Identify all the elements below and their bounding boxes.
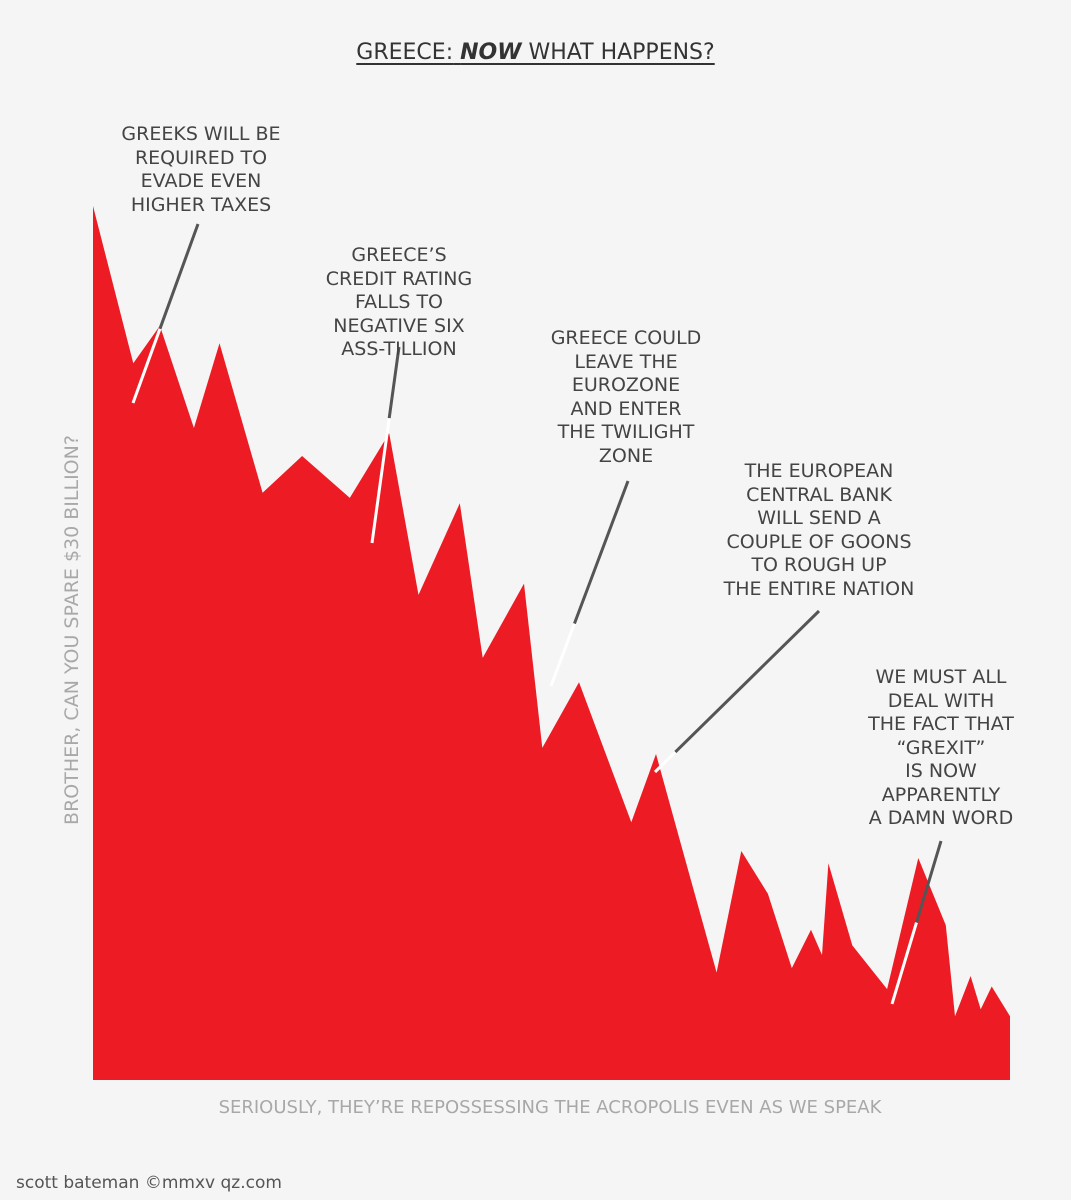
annotation-pointer-inner xyxy=(131,328,162,404)
title-prefix: GREECE: xyxy=(356,40,454,65)
title-emphasis: NOW xyxy=(460,40,522,65)
annotation-ecb: THE EUROPEAN CENTRAL BANK WILL SEND A CO… xyxy=(723,460,915,600)
title-suffix: WHAT HAPPENS? xyxy=(528,40,715,65)
credit-line: scott bateman ©mmxv qz.com xyxy=(16,1173,282,1193)
area-series xyxy=(93,206,1010,1080)
annotation-eurozone: GREECE COULD LEAVE THE EUROZONE AND ENTE… xyxy=(550,327,702,467)
annotation-pointer-outer xyxy=(674,609,821,754)
annotation-credit-rating: GREECE’S CREDIT RATING FALLS TO NEGATIVE… xyxy=(325,244,473,360)
annotation-pointer-inner xyxy=(653,751,677,774)
annotation-pointer-inner xyxy=(370,418,391,544)
annotation-pointer-inner xyxy=(890,922,918,1005)
annotation-pointers xyxy=(131,223,943,1005)
annotation-taxes: GREEKS WILL BE REQUIRED TO EVADE EVEN HI… xyxy=(121,123,281,216)
annotation-pointer-outer xyxy=(573,480,630,625)
y-axis-label-text: BROTHER, CAN YOU SPARE $30 BILLION? xyxy=(61,435,83,825)
annotation-grexit: WE MUST ALL DEAL WITH THE FACT THAT “GRE… xyxy=(868,666,1014,829)
annotation-pointer-outer xyxy=(158,223,200,330)
annotation-pointer-outer xyxy=(915,840,943,924)
x-axis-label: SERIOUSLY, THEY’RE REPOSSESSING THE ACRO… xyxy=(218,1097,882,1118)
page-title: GREECE: NOW WHAT HAPPENS? xyxy=(0,40,1071,65)
annotation-pointer-outer xyxy=(387,346,401,419)
annotation-pointer-inner xyxy=(549,623,576,687)
